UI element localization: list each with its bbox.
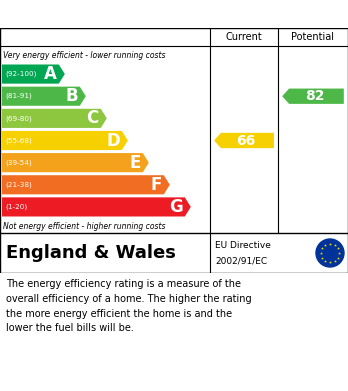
Text: EU Directive: EU Directive xyxy=(215,240,271,249)
Text: G: G xyxy=(169,198,183,216)
Text: F: F xyxy=(150,176,162,194)
Text: The energy efficiency rating is a measure of the
overall efficiency of a home. T: The energy efficiency rating is a measur… xyxy=(6,279,252,334)
Text: D: D xyxy=(106,131,120,149)
Text: A: A xyxy=(44,65,57,83)
Text: B: B xyxy=(65,87,78,105)
Text: Potential: Potential xyxy=(292,32,334,42)
Text: 2002/91/EC: 2002/91/EC xyxy=(215,256,267,265)
Text: Energy Efficiency Rating: Energy Efficiency Rating xyxy=(69,7,279,22)
Polygon shape xyxy=(2,175,170,194)
Polygon shape xyxy=(2,131,128,150)
Text: C: C xyxy=(87,109,99,127)
Text: Very energy efficient - lower running costs: Very energy efficient - lower running co… xyxy=(3,50,166,59)
Text: England & Wales: England & Wales xyxy=(6,244,176,262)
Text: Not energy efficient - higher running costs: Not energy efficient - higher running co… xyxy=(3,221,166,231)
Circle shape xyxy=(316,239,344,267)
Text: 66: 66 xyxy=(236,133,256,147)
Polygon shape xyxy=(2,197,191,217)
Polygon shape xyxy=(2,109,107,128)
Text: (1-20): (1-20) xyxy=(5,204,27,210)
Text: (69-80): (69-80) xyxy=(5,115,32,122)
Text: 82: 82 xyxy=(305,89,325,103)
Polygon shape xyxy=(214,133,274,148)
Polygon shape xyxy=(2,153,149,172)
Text: (55-68): (55-68) xyxy=(5,137,32,144)
Text: (92-100): (92-100) xyxy=(5,71,37,77)
Text: (21-38): (21-38) xyxy=(5,181,32,188)
Polygon shape xyxy=(282,88,344,104)
Text: (81-91): (81-91) xyxy=(5,93,32,99)
Text: (39-54): (39-54) xyxy=(5,160,32,166)
Text: Current: Current xyxy=(226,32,262,42)
Polygon shape xyxy=(2,65,65,84)
Text: E: E xyxy=(129,154,141,172)
Polygon shape xyxy=(2,87,86,106)
